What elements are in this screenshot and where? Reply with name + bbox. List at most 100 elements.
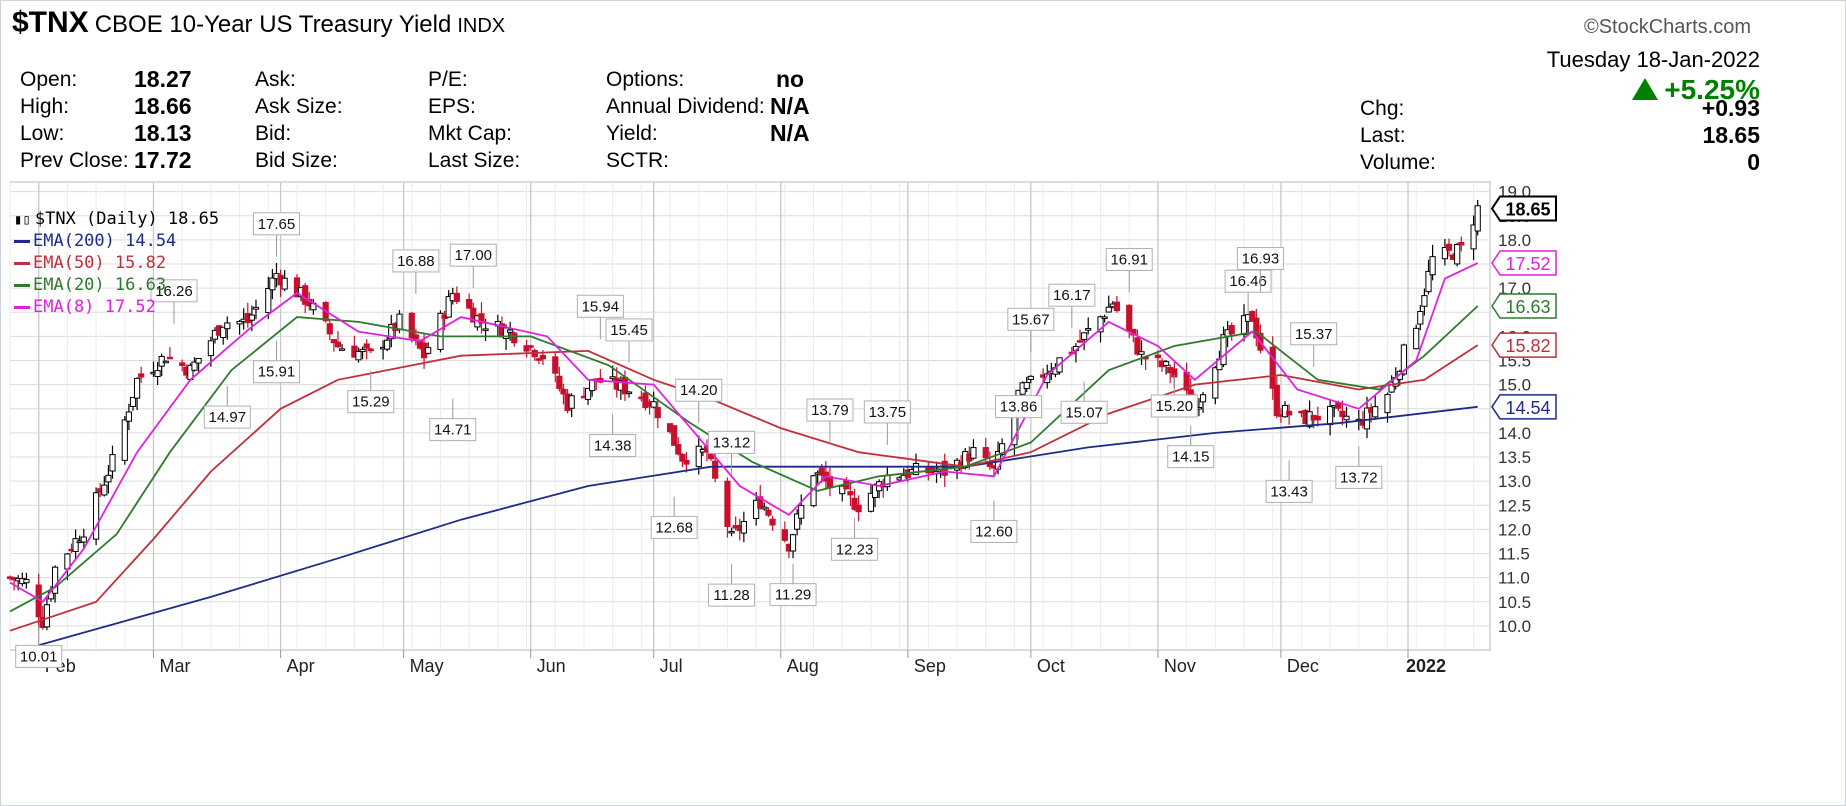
- candle-body: [1454, 243, 1461, 265]
- candle-body: [1085, 328, 1092, 331]
- x-tick-label: Mar: [159, 656, 190, 676]
- candle-body: [326, 323, 333, 335]
- prev-close-label: Prev Close:: [20, 149, 129, 172]
- annotation-label: 14.97: [209, 409, 247, 426]
- annotation-label: 14.15: [1172, 449, 1210, 466]
- percent-change-value: +5.25%: [1664, 74, 1760, 105]
- annotation-box: [708, 583, 756, 607]
- annotation-label: 13.79: [811, 402, 849, 419]
- ticker-symbol: $TNX: [12, 6, 89, 39]
- last-size-label: Last Size:: [428, 149, 521, 172]
- annotation-label: 15.20: [1156, 398, 1194, 415]
- candle-body: [535, 358, 542, 361]
- candle-body: [584, 387, 592, 400]
- candle-body: [482, 328, 489, 331]
- candle-body: [1445, 243, 1453, 251]
- candle-body: [162, 360, 169, 364]
- y-tick-label: 13.5: [1498, 448, 1531, 467]
- annotation-box: [708, 430, 756, 454]
- annotation-label: 15.91: [258, 364, 296, 381]
- candle-body: [671, 425, 678, 446]
- candle-body: [1327, 405, 1334, 426]
- low-value: 18.13: [134, 120, 192, 146]
- candle-body: [654, 407, 661, 419]
- candle-body: [195, 357, 202, 364]
- annotation-box: [769, 583, 817, 607]
- candle-body: [982, 447, 989, 459]
- chg-value: +0.93: [1701, 95, 1760, 121]
- chart-title: $TNX CBOE 10-Year US Treasury Yield INDX: [12, 6, 505, 40]
- candle-body: [425, 347, 432, 354]
- candle-body: [101, 484, 108, 496]
- right-price-tag-label: 18.65: [1505, 200, 1550, 220]
- candle-body: [1154, 354, 1162, 359]
- candle-body: [281, 277, 288, 290]
- legend-ema20-label: EMA(20) 16.63: [33, 275, 167, 295]
- candle-body: [1220, 334, 1227, 366]
- annotation-box: [1167, 445, 1215, 469]
- candle-body: [1269, 346, 1276, 389]
- candle-body: [384, 339, 391, 350]
- ema200-swatch: [14, 239, 30, 243]
- annotation-label: 15.37: [1295, 326, 1333, 343]
- candle-body: [1199, 394, 1207, 403]
- y-tick-label: 12.5: [1498, 496, 1531, 515]
- last-value: 18.65: [1702, 122, 1760, 148]
- candle-body: [1372, 406, 1379, 418]
- annotation-label: 13.43: [1270, 483, 1308, 500]
- candle-body: [478, 313, 485, 324]
- candle-body: [1113, 301, 1121, 312]
- candle-body: [650, 401, 657, 408]
- candle-body: [1400, 344, 1408, 375]
- annotation-box: [1236, 247, 1284, 271]
- candle-body: [367, 348, 374, 352]
- x-tick-label: 2022: [1406, 656, 1446, 676]
- high-value: 18.66: [134, 93, 192, 119]
- x-tick-label: Dec: [1287, 656, 1319, 676]
- annotation-box: [150, 279, 198, 303]
- candle-body: [970, 447, 977, 459]
- candle-body: [466, 299, 473, 309]
- candle-body: [1076, 340, 1084, 343]
- annotation-label: 17.00: [454, 247, 492, 264]
- annotation-box: [1007, 307, 1055, 331]
- brand-watermark[interactable]: ©StockCharts.com: [1583, 16, 1751, 38]
- y-tick-label: 11.5: [1498, 545, 1530, 564]
- annotation-label: 12.68: [655, 520, 693, 537]
- right-price-tag: [1491, 293, 1557, 319]
- open-label: Open:: [20, 68, 78, 91]
- annotation-box: [1150, 394, 1198, 418]
- candle-body: [757, 496, 764, 509]
- right-price-tag: [1491, 250, 1557, 276]
- annotation-box: [589, 434, 637, 458]
- annotation-box: [806, 398, 854, 422]
- candle-body: [359, 348, 366, 353]
- y-tick-label: 12.0: [1498, 520, 1531, 539]
- ema-line-ema200: [38, 405, 1478, 647]
- candle-body: [265, 287, 272, 313]
- annotation-label: 13.72: [1340, 469, 1378, 486]
- candle-body: [769, 518, 776, 526]
- candle-body: [207, 340, 214, 357]
- candle-body: [724, 480, 731, 527]
- annotation-box: [449, 243, 497, 267]
- candle-body: [363, 343, 370, 349]
- annotation-label: 13.86: [1000, 399, 1038, 416]
- candle-body: [781, 529, 788, 541]
- candle-body: [166, 356, 173, 360]
- legend-ema20: EMA(20) 16.63: [14, 274, 219, 296]
- y-tick-label: 15.0: [1498, 376, 1531, 395]
- legend-ema200-label: EMA(200) 14.54: [33, 231, 177, 251]
- candle-body: [23, 579, 30, 584]
- annotation-label: 15.45: [610, 322, 648, 339]
- candle-body: [191, 361, 198, 371]
- right-price-tag-label: 16.63: [1505, 297, 1550, 317]
- candle-body: [269, 277, 276, 291]
- yield-label: Yield:: [606, 122, 658, 145]
- ema50-swatch: [14, 261, 30, 265]
- ema-line-ema8: [9, 262, 1479, 603]
- candle-body: [728, 530, 735, 534]
- y-tick-label: 10.0: [1498, 617, 1531, 636]
- candle-body: [154, 370, 161, 378]
